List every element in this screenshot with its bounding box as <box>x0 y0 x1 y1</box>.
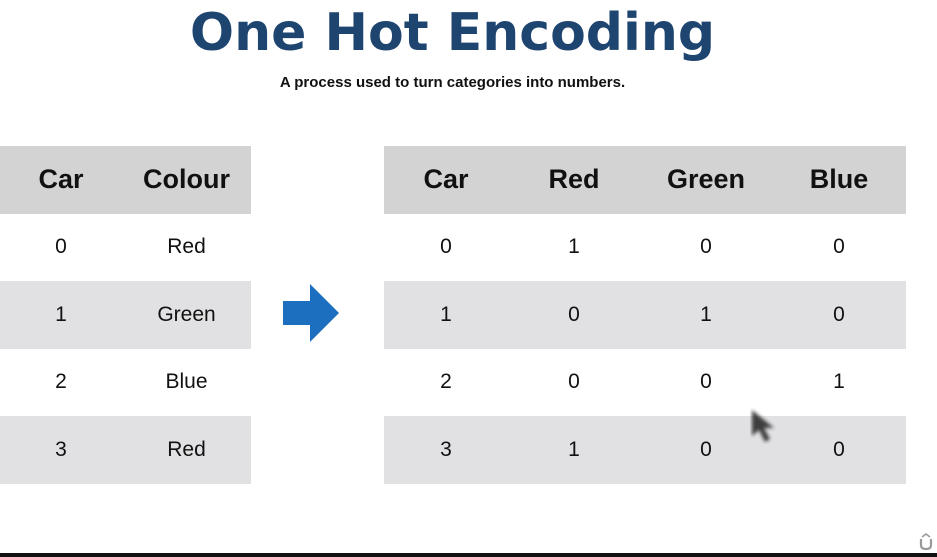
table-row: 2 0 0 1 <box>384 349 906 417</box>
table-cell: 0 <box>833 437 845 461</box>
table-row: 3 Red <box>0 416 251 484</box>
right-arrow-icon <box>283 284 339 347</box>
table-cell: 3 <box>440 437 452 461</box>
header-car: Car <box>38 164 84 195</box>
table-cell: Red <box>167 235 206 259</box>
table-row: 1 0 1 0 <box>384 281 906 349</box>
table-cell: 1 <box>55 302 67 326</box>
table-row: 1 Green <box>0 281 251 349</box>
table-cell: 1 <box>833 370 845 394</box>
table-cell: Green <box>157 302 216 326</box>
original-table: Car Colour 0 Red 1 Green 2 Blue 3 Red <box>0 146 251 484</box>
header-car: Car <box>423 164 469 195</box>
header-green: Green <box>666 164 746 195</box>
table-cell: 0 <box>700 437 712 461</box>
table-row: 0 Red <box>0 214 251 282</box>
table-row: 3 1 0 0 <box>384 416 906 484</box>
table-cell: 0 <box>55 235 67 259</box>
header-colour: Colour <box>143 164 230 195</box>
udemy-logo-icon <box>919 533 933 554</box>
table-cell: 0 <box>833 235 845 259</box>
table-cell: 0 <box>440 235 452 259</box>
mouse-pointer-icon <box>750 408 784 453</box>
table-cell: 2 <box>55 370 67 394</box>
table-cell: 0 <box>700 370 712 394</box>
table-row: 2 Blue <box>0 349 251 417</box>
table-cell: 0 <box>833 302 845 326</box>
table-cell: 2 <box>440 370 452 394</box>
table-cell: Blue <box>165 370 208 394</box>
table-cell: 3 <box>55 437 67 461</box>
table-cell: Red <box>167 437 206 461</box>
table-cell: 1 <box>568 235 580 259</box>
slide-title: One Hot Encoding <box>189 3 716 63</box>
table-cell: 0 <box>568 302 580 326</box>
header-red: Red <box>548 164 600 195</box>
slide-subtitle: A process used to turn categories into n… <box>279 74 626 91</box>
table-header-row: Car Colour <box>0 146 251 214</box>
bottom-divider <box>0 553 937 557</box>
encoded-table: Car Red Green Blue 0 1 0 0 1 0 1 0 2 0 0… <box>384 146 906 484</box>
table-cell: 1 <box>568 437 580 461</box>
table-cell: 1 <box>440 302 452 326</box>
header-blue: Blue <box>809 164 869 195</box>
table-header-row: Car Red Green Blue <box>384 146 906 214</box>
table-cell: 1 <box>700 302 712 326</box>
table-row: 0 1 0 0 <box>384 214 906 282</box>
table-cell: 0 <box>700 235 712 259</box>
table-cell: 0 <box>568 370 580 394</box>
